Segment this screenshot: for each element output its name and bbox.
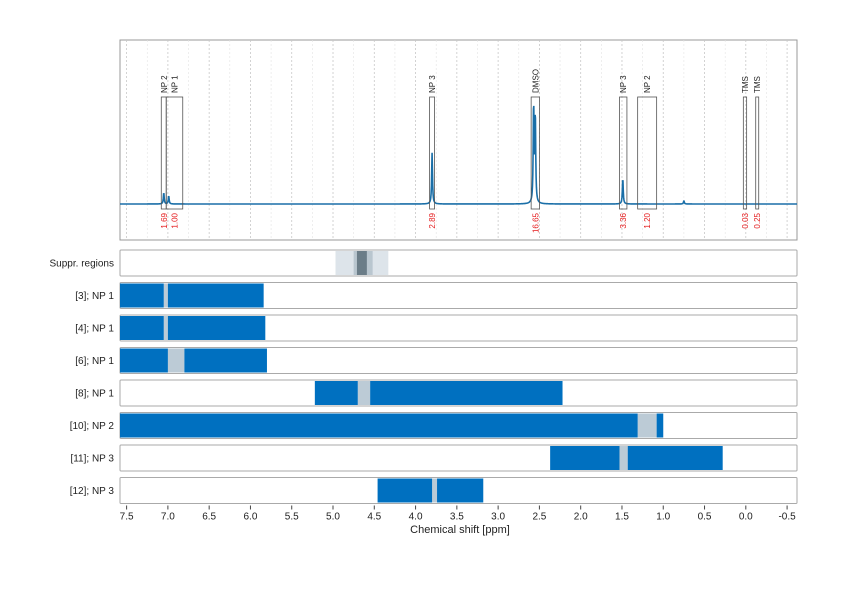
range-gap [637,413,657,438]
track-label: Suppr. regions [50,259,115,270]
peak-label: TMS [753,76,762,93]
peak-label: NP 3 [428,75,437,93]
x-tick-label: 1.5 [615,512,629,523]
range-gap [167,348,185,373]
peak-label: NP 2 [643,75,652,93]
range-bar [120,316,164,340]
x-tick-label: 4.5 [367,512,381,523]
track-label: [8]; NP 1 [75,389,114,400]
integral-value: 2.89 [428,212,437,228]
range-bar [656,413,664,438]
integration-region-box [742,96,748,210]
peak-label: TMS [741,76,750,93]
integral-value: 16.65 [531,212,540,233]
x-tick-label: 0.5 [698,512,712,523]
x-tick-label: 6.0 [243,512,257,523]
integral-value: 0.03 [741,212,750,228]
x-tick-label: 3.0 [491,512,505,523]
range-bar [550,446,620,470]
range-bar [120,283,164,308]
x-tick-label: 3.5 [450,512,464,523]
x-tick-label: 2.5 [532,512,546,523]
peak-label: NP 3 [619,75,628,93]
range-bar [437,478,484,503]
x-tick-label: 0.0 [739,512,753,523]
x-tick-label: 1.0 [656,512,670,523]
track-label: [3]; NP 1 [75,291,114,302]
track-label: [12]; NP 3 [70,486,115,497]
range-gap [619,446,628,470]
integral-value: 0.25 [753,212,762,228]
integration-region-box [619,96,628,210]
range-bar [314,381,358,405]
peak-label: NP 2 [160,75,169,93]
integration-region-box [530,96,540,210]
track-label: [10]; NP 2 [70,421,115,432]
x-tick-label: -0.5 [778,512,796,523]
x-tick-label: 4.0 [409,512,423,523]
integration-region-box [637,96,658,210]
x-tick-label: 5.5 [285,512,299,523]
x-tick-label: 7.5 [120,512,134,523]
x-tick-label: 2.0 [574,512,588,523]
range-bar [167,283,264,308]
suppression-region-core [356,251,367,275]
integration-region-box [755,96,760,210]
track-label: [4]; NP 1 [75,324,114,335]
x-axis-title: Chemical shift [ppm] [410,524,510,536]
spectrum-panel [119,39,798,241]
range-bar [167,316,266,340]
spectrum-line [120,105,797,205]
range-bar [370,381,563,405]
range-bar [120,413,638,438]
x-tick-label: 7.0 [161,512,175,523]
integral-value: 1.69 [160,212,169,228]
peak-label: DMSO [531,69,540,93]
range-gap [357,381,371,405]
integration-region-box [165,96,184,210]
range-bar [377,478,433,503]
x-tick-label: 5.0 [326,512,340,523]
range-bar [627,446,723,470]
peak-label: NP 1 [170,75,179,93]
range-gap [163,316,168,340]
integral-value: 3.36 [619,212,628,228]
integration-region-box [429,96,435,210]
track-label: [6]; NP 1 [75,356,114,367]
integral-value: 1.20 [643,212,652,228]
range-gap [163,283,168,308]
track-row [119,249,798,277]
x-tick-label: 6.5 [202,512,216,523]
track-label: [11]; NP 3 [70,454,114,465]
range-gap [432,478,438,503]
integral-value: 1.00 [170,212,179,228]
range-bar [120,348,168,373]
range-bar [184,348,267,373]
